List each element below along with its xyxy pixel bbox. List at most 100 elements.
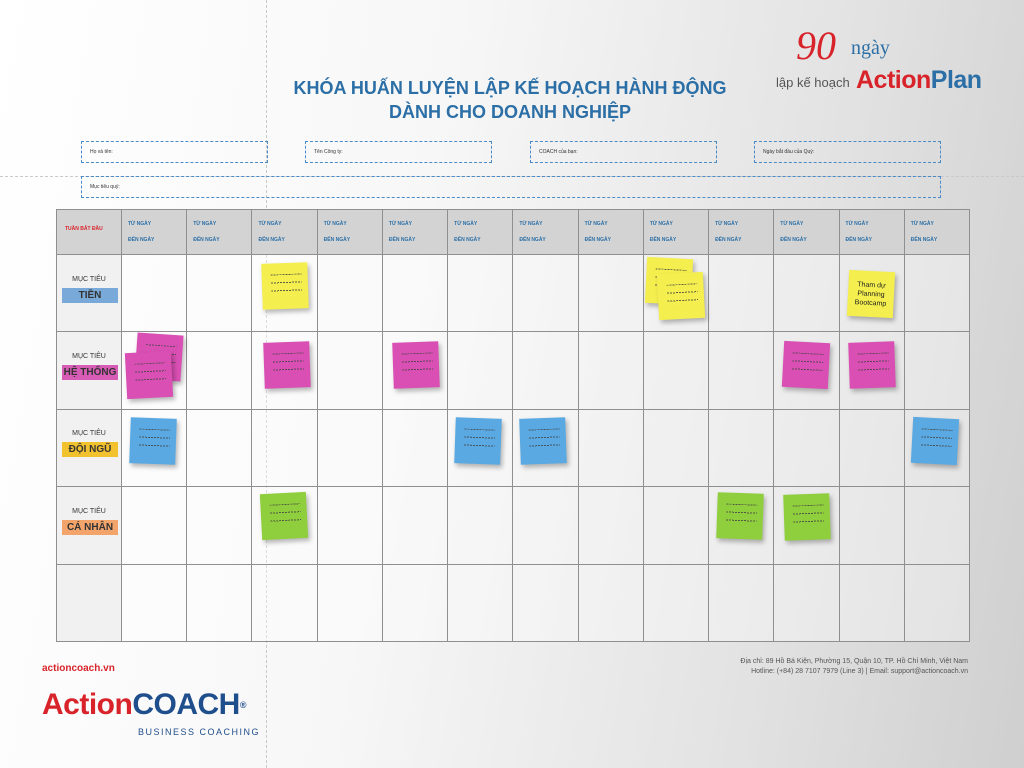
plan-cell[interactable] <box>578 332 644 410</box>
plan-cell[interactable] <box>904 564 970 642</box>
sticky-note[interactable] <box>454 417 502 465</box>
week-header: TỪ NGÀY ĐẾN NGÀY <box>317 210 383 255</box>
plan-cell[interactable] <box>448 487 514 565</box>
plan-cell[interactable] <box>382 409 449 488</box>
row-label-cell <box>57 564 122 642</box>
plan-cell[interactable] <box>578 409 644 488</box>
start-date-field-label: Ngày bắt đầu của Quý: <box>763 149 815 155</box>
week-to-label: ĐẾN NGÀY <box>128 237 155 243</box>
sticky-note[interactable] <box>124 351 174 400</box>
plan-cell[interactable] <box>643 487 710 565</box>
plan-cell[interactable] <box>904 255 970 333</box>
plan-cell[interactable] <box>709 564 775 642</box>
plan-cell[interactable] <box>839 487 905 565</box>
plan-cell[interactable] <box>382 255 449 333</box>
start-date-field[interactable]: Ngày bắt đầu của Quý: <box>754 141 941 163</box>
plan-cell[interactable] <box>187 332 253 410</box>
website-link[interactable]: actioncoach.vn <box>42 663 115 674</box>
sticky-note[interactable] <box>782 341 831 390</box>
sticky-note[interactable] <box>263 341 312 390</box>
plan-cell[interactable] <box>513 332 579 410</box>
coach-field[interactable]: COACH của bạn: <box>530 141 717 163</box>
page-title: KHÓA HUẤN LUYỆN LẬP KẾ HOẠCH HÀNH ĐỘNG <box>293 78 727 98</box>
plan-cell[interactable] <box>252 564 318 642</box>
plan-cell[interactable] <box>643 409 710 488</box>
week-to-label: ĐẾN NGÀY <box>845 237 872 243</box>
sticky-note[interactable]: Tham dự Planning Bootcamp <box>846 269 895 319</box>
week-header: TỪ NGÀY ĐẾN NGÀY <box>122 210 188 255</box>
header-corner-label: TUẦN BẮT ĐẦU <box>65 226 103 232</box>
plan-cell[interactable] <box>187 409 253 488</box>
plan-cell[interactable] <box>904 487 970 565</box>
plan-cell[interactable] <box>382 487 449 565</box>
plan-cell[interactable] <box>317 332 383 410</box>
header-corner: TUẦN BẮT ĐẦU <box>57 210 122 255</box>
week-to-label: ĐẾN NGÀY <box>584 237 612 243</box>
plan-cell[interactable] <box>187 487 253 565</box>
company-field[interactable]: Tên Công ty: <box>305 141 492 163</box>
plan-cell[interactable] <box>513 564 579 642</box>
week-header: TỪ NGÀY ĐẾN NGÀY <box>904 210 970 255</box>
week-from-label: TỪ NGÀY <box>780 221 804 227</box>
sticky-note[interactable] <box>910 416 959 465</box>
sticky-note[interactable] <box>261 262 310 310</box>
plan-cell[interactable] <box>513 255 579 333</box>
address-text: Địa chỉ: 89 Hồ Bá Kiện, Phường 15, Quận … <box>740 658 968 665</box>
placeholder-lines <box>271 273 303 299</box>
plan-cell[interactable] <box>317 255 383 333</box>
planning-grid: TUẦN BẮT ĐẦU TỪ NGÀY ĐẾN NGÀY TỪ NGÀY ĐẾN NG… <box>56 209 970 642</box>
plan-cell[interactable] <box>709 409 775 488</box>
plan-cell[interactable] <box>513 487 579 565</box>
plan-cell[interactable] <box>448 255 514 333</box>
plan-cell[interactable] <box>122 487 188 565</box>
plan-cell[interactable] <box>252 409 318 488</box>
placeholder-lines <box>463 428 496 454</box>
plan-cell[interactable] <box>578 487 644 565</box>
week-header: TỪ NGÀY ĐẾN NGÀY <box>643 210 710 255</box>
week-header: TỪ NGÀY ĐẾN NGÀY <box>187 210 253 255</box>
row-label-cell: MỤC TIÊU CÁ NHÂN <box>57 487 122 565</box>
plan-cell[interactable] <box>774 564 840 642</box>
plan-cell[interactable] <box>448 332 514 410</box>
plan-cell[interactable] <box>709 255 775 333</box>
plan-cell[interactable] <box>122 255 188 333</box>
plan-cell[interactable] <box>839 409 905 488</box>
contact-text: Hotline: (+84) 28 7107 7979 (Line 3) | E… <box>751 668 968 675</box>
plan-cell[interactable] <box>317 409 383 488</box>
plan-cell[interactable] <box>578 255 644 333</box>
plan-cell[interactable] <box>904 332 970 410</box>
placeholder-lines <box>138 428 171 454</box>
sticky-note[interactable] <box>392 341 440 390</box>
sticky-note[interactable] <box>519 417 568 465</box>
plan-cell[interactable] <box>122 564 188 642</box>
sticky-note[interactable] <box>129 417 177 465</box>
plan-cell[interactable] <box>448 564 514 642</box>
sticky-note[interactable] <box>260 492 309 541</box>
plan-cell[interactable] <box>187 255 253 333</box>
plan-cell[interactable] <box>578 564 644 642</box>
row-label-cell: MỤC TIÊU HỆ THỐNG <box>57 332 122 410</box>
plan-cell[interactable] <box>643 332 710 410</box>
placeholder-lines <box>857 352 889 378</box>
row-label-cell: MỤC TIÊU TIỀN <box>57 255 122 333</box>
sticky-note[interactable] <box>847 341 896 390</box>
sticky-note[interactable] <box>656 271 706 321</box>
sticky-note[interactable] <box>783 493 832 541</box>
plan-cell[interactable] <box>317 487 383 565</box>
week-header: TỪ NGÀY ĐẾN NGÀY <box>709 210 775 255</box>
logo-number: 90 <box>796 23 836 68</box>
quarter-goal-field[interactable]: Mục tiêu quý: <box>81 176 941 198</box>
plan-cell[interactable] <box>643 564 710 642</box>
week-from-label: TỪ NGÀY <box>845 221 869 227</box>
plan-cell[interactable] <box>187 564 253 642</box>
plan-cell[interactable] <box>709 332 775 410</box>
name-field[interactable]: Họ và tên: <box>81 141 268 163</box>
plan-cell[interactable] <box>839 564 905 642</box>
plan-cell[interactable] <box>774 255 840 333</box>
plan-cell[interactable] <box>317 564 383 642</box>
quarter-goal-field-label: Mục tiêu quý: <box>90 184 120 190</box>
plan-cell[interactable] <box>382 564 449 642</box>
plan-cell[interactable] <box>774 409 840 488</box>
sticky-note[interactable] <box>716 492 764 540</box>
week-header: TỪ NGÀY ĐẾN NGÀY <box>774 210 840 255</box>
